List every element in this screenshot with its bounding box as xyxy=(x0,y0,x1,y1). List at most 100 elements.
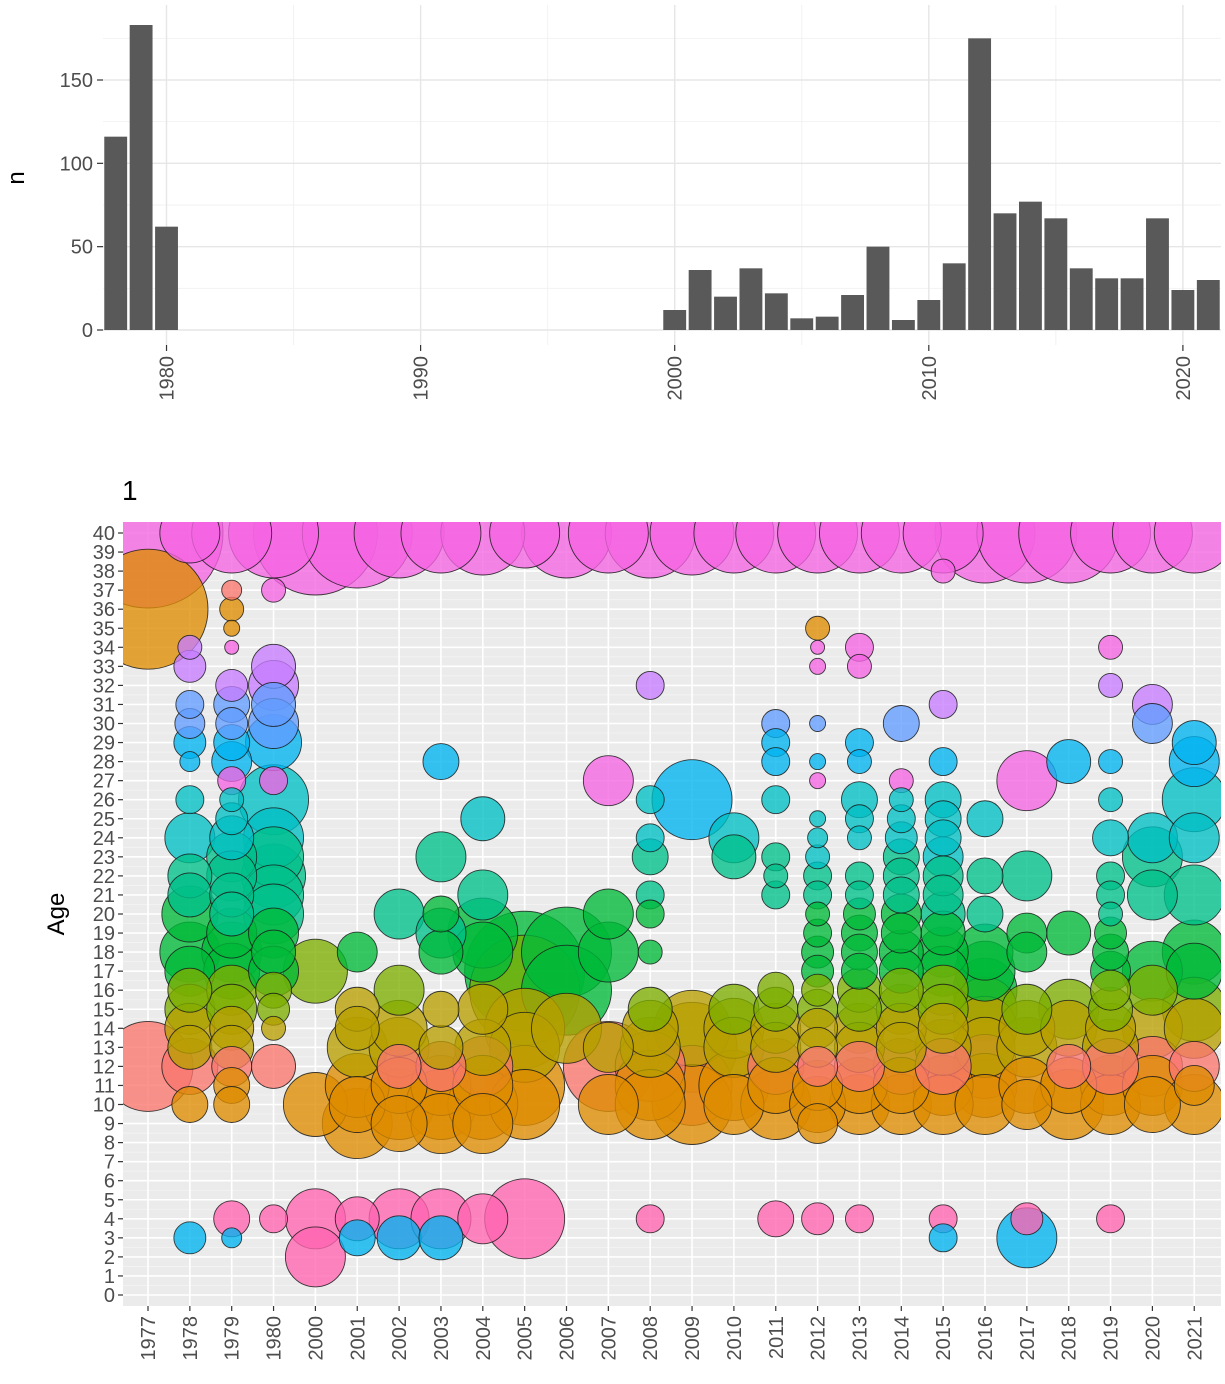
bubble-point xyxy=(805,615,831,641)
histogram-bar xyxy=(917,300,941,330)
bubble-point xyxy=(251,929,296,975)
bubble-point xyxy=(251,643,296,689)
bubble-x-tick-label: 2019 xyxy=(1101,1316,1123,1361)
bubble-point xyxy=(635,1204,665,1234)
histogram-y-tick-label: 50 xyxy=(71,237,93,259)
bubble-point xyxy=(223,619,241,637)
histogram-bar xyxy=(993,213,1017,330)
histogram-bar xyxy=(866,246,890,330)
bubble-point xyxy=(1126,869,1178,921)
bubble-point xyxy=(928,1223,958,1253)
bubble-point xyxy=(847,653,872,679)
bubble-point xyxy=(810,639,826,655)
bubble-point xyxy=(259,1204,288,1234)
bubble-x-tick-label: 2004 xyxy=(473,1316,495,1361)
bubble-y-tick-label: 5 xyxy=(104,1190,115,1212)
bubble-y-tick-labels: 0123456789101112131415161718192021222324… xyxy=(93,523,123,1307)
bubble-point xyxy=(966,895,1004,933)
bubble-point xyxy=(221,1227,243,1249)
bubble-point xyxy=(928,690,958,719)
bubble-point xyxy=(637,939,663,965)
bubble-point xyxy=(761,785,791,815)
bubble-point xyxy=(418,1024,464,1070)
histogram-x-tick-label: 1990 xyxy=(411,356,433,401)
bubble-point xyxy=(809,753,827,771)
bubble-point xyxy=(1098,634,1124,660)
bubble-point xyxy=(457,869,509,921)
bubble-point xyxy=(376,1043,422,1089)
bubble-point xyxy=(809,810,827,828)
bubble-point xyxy=(1098,672,1124,698)
histogram-x-tick-label: 1980 xyxy=(157,356,179,401)
bubble-point xyxy=(847,749,872,775)
bubble-point xyxy=(582,1021,634,1073)
bubble-point xyxy=(175,690,205,719)
bubble-y-tick-label: 27 xyxy=(93,771,115,793)
bubble-point xyxy=(261,1015,286,1041)
bubble-point xyxy=(1098,787,1124,813)
bubble-point xyxy=(400,522,482,574)
bubble-y-tick-label: 13 xyxy=(93,1037,115,1059)
bubble-y-tick-label: 0 xyxy=(104,1285,115,1307)
bubble-point xyxy=(1006,931,1048,973)
bubble-point xyxy=(882,876,920,914)
bubble-point xyxy=(209,891,255,937)
bubble-point xyxy=(761,747,791,777)
bubble-point xyxy=(966,857,1004,895)
bubble-x-tick-label: 2002 xyxy=(389,1316,411,1361)
bubble-y-tick-label: 20 xyxy=(93,904,115,926)
bubble-point xyxy=(460,796,506,842)
bubble-point xyxy=(627,986,673,1032)
bubble-point xyxy=(336,931,378,973)
bubble-y-tick-label: 6 xyxy=(104,1171,115,1193)
bubble-point xyxy=(175,785,205,815)
histogram-bar xyxy=(815,316,839,330)
bubble-point xyxy=(837,986,882,1032)
bubble-y-tick-label: 33 xyxy=(93,656,115,678)
histogram-bar xyxy=(688,270,712,330)
bubble-point xyxy=(1098,901,1124,927)
bubble-point xyxy=(261,577,286,603)
bubble-point xyxy=(1046,910,1092,956)
bubble-point xyxy=(845,880,874,910)
histogram-y-tick-label: 100 xyxy=(60,153,93,175)
bubble-x-tick-label: 2010 xyxy=(724,1316,746,1361)
bubble-y-tick-label: 26 xyxy=(93,790,115,812)
bubble-point xyxy=(219,596,245,622)
bubble-point xyxy=(422,743,460,781)
bubble-point xyxy=(807,827,829,849)
bubble-point xyxy=(159,522,221,564)
histogram-bar xyxy=(129,25,153,330)
bubble-point xyxy=(418,929,464,975)
bubble-point xyxy=(1001,983,1053,1035)
bubble-y-tick-label: 2 xyxy=(104,1247,115,1269)
histogram-bar xyxy=(790,318,814,330)
bubble-point xyxy=(179,751,201,773)
bubble-y-tick-label: 25 xyxy=(93,809,115,831)
bubble-point xyxy=(422,990,460,1028)
histogram-bar xyxy=(739,268,763,330)
bubble-y-tick-label: 22 xyxy=(93,866,115,888)
bubble-point xyxy=(805,844,831,870)
bubble-y-tick-label: 32 xyxy=(93,675,115,697)
bubble-point xyxy=(966,800,1004,838)
bubble-point xyxy=(809,715,827,732)
histogram-bar xyxy=(891,320,915,330)
bubble-point xyxy=(878,967,924,1013)
bubble-point xyxy=(370,1095,428,1153)
histogram-bar xyxy=(1146,218,1169,330)
bubble-x-tick-label: 1980 xyxy=(264,1316,286,1361)
bubble-point xyxy=(1153,522,1221,574)
bubble-x-tick-label: 2008 xyxy=(640,1316,662,1361)
bubble-point xyxy=(757,1200,795,1238)
bubble-y-tick-label: 37 xyxy=(93,580,115,602)
bubble-point xyxy=(1131,703,1173,744)
bubble-x-tick-label: 2009 xyxy=(682,1316,704,1361)
bubble-point xyxy=(1010,1202,1044,1236)
histogram-bar xyxy=(663,310,687,330)
bubble-y-tick-label: 17 xyxy=(93,961,115,983)
bubble-point xyxy=(922,874,964,916)
bubble-x-tick-label: 1979 xyxy=(222,1316,244,1361)
histogram-bar xyxy=(1069,268,1093,330)
